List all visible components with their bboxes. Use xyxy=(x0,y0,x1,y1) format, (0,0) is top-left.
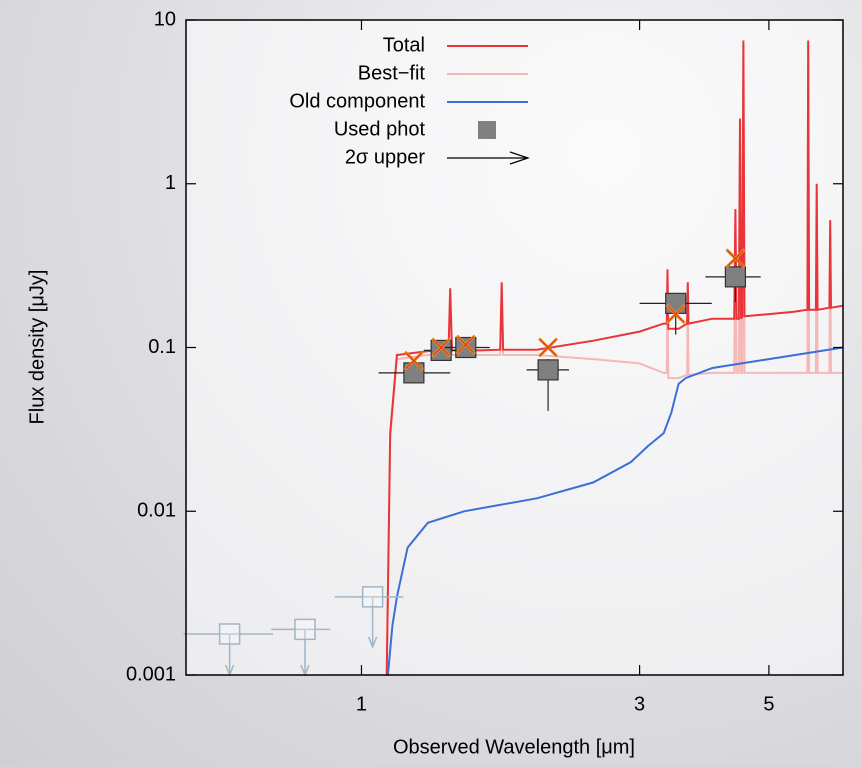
x-axis-label: Observed Wavelength [μm] xyxy=(393,736,635,758)
phot-point xyxy=(665,292,687,314)
legend-swatch xyxy=(478,121,496,139)
model-cross-core xyxy=(432,339,450,356)
upper-limit-point xyxy=(294,618,316,641)
model-cross-core xyxy=(667,305,685,323)
legend-label: Total xyxy=(383,34,425,56)
curves xyxy=(385,40,843,675)
upper-limit-point xyxy=(361,586,384,608)
x-tick-label: 1 xyxy=(356,693,367,715)
legend-label: 2σ upper xyxy=(345,146,426,168)
model-cross-core xyxy=(405,352,423,370)
y-tick-label: 10 xyxy=(154,8,176,30)
model-cross-core xyxy=(727,250,744,267)
legend-label: Best−fit xyxy=(358,62,426,84)
phot-point xyxy=(537,359,559,381)
y-tick-label: 0.1 xyxy=(148,336,176,358)
model-cross-core xyxy=(539,339,557,356)
spectrum-line xyxy=(385,45,843,675)
legend-label: Used phot xyxy=(334,118,426,140)
x-tick-label: 5 xyxy=(763,693,774,715)
legend-label: Old component xyxy=(289,90,425,112)
phot-point xyxy=(724,266,746,288)
upper-limit-arrowhead xyxy=(367,636,378,649)
upper-limit-point xyxy=(218,623,241,645)
phot-point xyxy=(455,336,477,359)
y-axis-label: Flux density [μJy] xyxy=(26,270,48,425)
spectrum-line xyxy=(385,40,843,675)
model-cross-core xyxy=(457,336,475,354)
legend-swatch xyxy=(447,151,530,165)
phot-point xyxy=(430,339,452,362)
y-tick-label: 1 xyxy=(165,172,176,194)
x-tick-label: 3 xyxy=(634,693,645,715)
y-tick-label: 0.001 xyxy=(126,663,176,685)
spectrum-line xyxy=(386,346,843,675)
y-tick-label: 0.01 xyxy=(137,500,176,522)
marks xyxy=(183,248,761,678)
